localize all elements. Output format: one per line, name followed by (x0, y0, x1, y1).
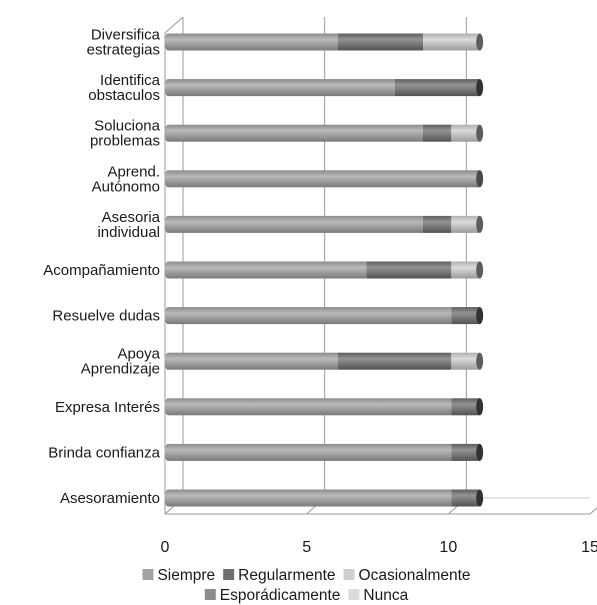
y-axis-top-depth (164, 16, 184, 34)
category-label: Asesoramiento (60, 490, 160, 507)
bar-segment-regularmente (423, 215, 452, 233)
category-label: Aprend. Autónomo (92, 163, 160, 195)
bar-segment-siempre (168, 79, 395, 97)
category-label: Soluciona problemas (90, 118, 161, 150)
bar-segment-regularmente (451, 443, 480, 461)
bar-cap-left (164, 352, 172, 370)
legend-swatch (348, 589, 360, 600)
bar-segment-regularmente (451, 307, 480, 325)
legend-label: Siempre (157, 567, 215, 584)
legend-item: Siempre (142, 567, 215, 584)
bar-segment-regularmente (394, 79, 480, 97)
bar-segment-regularmente (366, 261, 452, 279)
bar-cap-left (164, 79, 172, 97)
category-label: Identifica obstaculos (88, 72, 160, 104)
tick-label-layer: 0 5 10 15 (161, 539, 597, 556)
category-label: Acompañamiento (43, 262, 160, 279)
x-tick-label: 15 (581, 539, 597, 556)
bar-cap-right (476, 443, 484, 461)
bar-cap-right (476, 261, 484, 279)
legend-item: Esporádicamente (204, 587, 341, 604)
bar-segment-siempre (168, 398, 452, 416)
bar-cap-right (476, 124, 484, 142)
category-label: Resuelve dudas (52, 308, 160, 325)
category-label-layer: Diversifica estrategias Identifica obstacul… (43, 27, 160, 508)
bar-cap-right (476, 307, 484, 325)
legend-swatch (142, 569, 154, 580)
legend-item: Ocasionalmente (343, 567, 471, 584)
bar-cap-left (164, 489, 172, 507)
bar-segment-siempre (168, 443, 452, 461)
bar-row (164, 215, 484, 233)
legend-label: Nunca (363, 587, 408, 604)
bar-cap-left (164, 443, 172, 461)
bar-row (164, 352, 484, 370)
bar-segment-siempre (168, 124, 423, 142)
bar-row (164, 398, 484, 416)
floor-line-15 (589, 507, 597, 515)
bar-cap-left (164, 261, 172, 279)
category-label: Brinda confianza (48, 444, 160, 461)
legend-label: Esporádicamente (220, 587, 341, 604)
bar-cap-left (164, 307, 172, 325)
legend-label: Ocasionalmente (359, 567, 471, 584)
bar-segment-siempre (168, 215, 423, 233)
bar-segment-ocasionalmente (423, 33, 480, 51)
legend-swatch (343, 569, 355, 580)
bar-cap-right (476, 170, 484, 188)
legend-swatch (223, 569, 235, 580)
bar-row (164, 443, 484, 461)
bar-cap-right (476, 352, 484, 370)
bar-segment-siempre (168, 307, 452, 325)
bar-segment-siempre (168, 261, 367, 279)
bar-cap-left (164, 215, 172, 233)
bar-cap-right (476, 489, 484, 507)
bar-segment-regularmente (423, 124, 452, 142)
bar-segment-ocasionalmente (451, 261, 480, 279)
bar-cap-right (476, 398, 484, 416)
bar-segment-regularmente (451, 489, 480, 507)
bar-segment-regularmente (338, 33, 423, 51)
bar-cap-right (476, 79, 484, 97)
x-tick-label: 5 (302, 539, 311, 556)
legend-swatch (204, 589, 216, 600)
bar-cap-left (164, 170, 172, 188)
bar-row (164, 33, 484, 51)
category-label: Apoya Aprendizaje (81, 346, 161, 378)
x-tick-label: 10 (439, 539, 457, 556)
bar-cap-left (164, 33, 172, 51)
bar-row (164, 170, 484, 188)
legend-item: Nunca (348, 587, 409, 604)
bar-segment-siempre (168, 33, 338, 51)
bar-cap-left (164, 124, 172, 142)
bar-segment-ocasionalmente (451, 124, 480, 142)
bar-segment-siempre (168, 489, 452, 507)
legend-label: Regularmente (238, 567, 335, 584)
bar-segment-regularmente (451, 398, 480, 416)
bar-row (164, 261, 484, 279)
bar-cap-right (476, 33, 484, 51)
category-label: Diversifica estrategias (87, 27, 161, 59)
bar-layer (164, 33, 484, 507)
bar-segment-siempre (168, 352, 338, 370)
legend-item: Regularmente (223, 567, 336, 584)
bar-row (164, 124, 484, 142)
x-tick-label: 0 (161, 539, 170, 556)
bar-cap-left (164, 398, 172, 416)
bar-row (164, 489, 484, 507)
bar-row (164, 79, 484, 97)
bar-segment-siempre (168, 170, 480, 188)
bar-segment-regularmente (338, 352, 452, 370)
legend: Siempre Regularmente Ocasionalmente Esporád… (142, 567, 471, 604)
category-label: Asesoria individual (97, 209, 160, 241)
bar-cap-right (476, 215, 484, 233)
bar-segment-ocasionalmente (451, 352, 480, 370)
bar-row (164, 307, 484, 325)
category-label: Expresa Interés (55, 399, 160, 416)
bar-segment-ocasionalmente (451, 215, 480, 233)
